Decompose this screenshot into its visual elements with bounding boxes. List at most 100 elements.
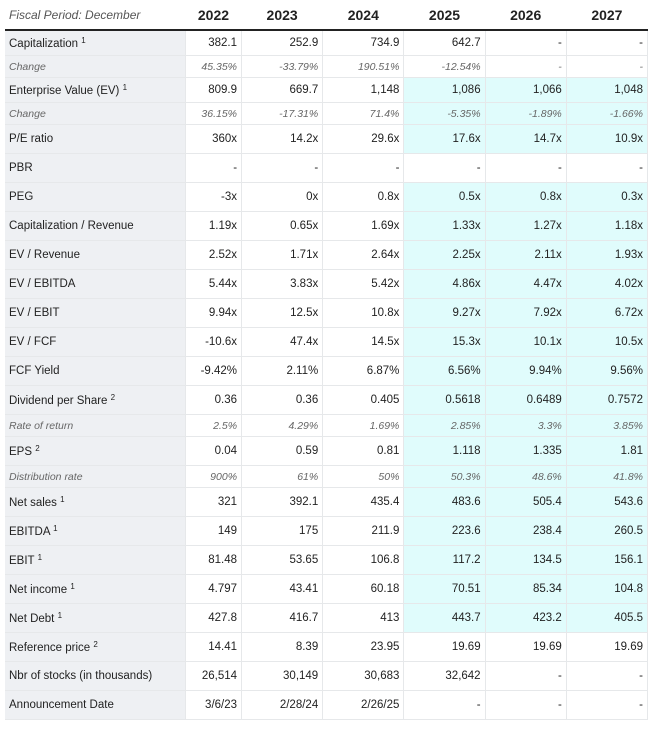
cell-2027: 1.18x [566,211,649,241]
cell-2024: 60.18 [322,574,405,604]
cell-2025: 15.3x [403,327,486,357]
cell-2022: -9.42% [185,356,243,386]
cell-2023: 47.4x [241,327,324,357]
cell-2022: 26,514 [185,661,243,691]
row-label-text: EV / EBITDA [9,278,76,290]
cell-2023: 669.7 [241,77,324,103]
cell-2022: 900% [185,465,243,488]
table-row: Capitalization 1 382.1 252.9 734.9 642.7- - [5,30,649,56]
cell-2025: 19.69 [403,632,486,662]
row-label-text: Net Debt [9,613,55,625]
cell-2023: 175 [241,516,324,546]
cell-2027: 0.3x [566,182,649,212]
row-label: EV / EBIT [5,298,186,328]
cell-2027: 41.8% [566,465,649,488]
row-label: Capitalization / Revenue [5,211,186,241]
cell-2025: 70.51 [403,574,486,604]
cell-2026: 1.335 [485,436,567,466]
cell-2025: - [403,690,486,720]
cell-2022: 427.8 [185,603,243,633]
cell-2023: 0.36 [241,385,324,415]
cell-2022: 2.5% [185,414,243,437]
cell-2026: 14.7x [485,124,567,154]
cell-2022: 81.48 [185,545,243,575]
row-label: Rate of return [5,414,186,437]
table-row: EBITDA 1 149 175 211.9 223.6 238.4 260.5 [5,516,649,546]
row-label-text: Change [9,107,46,120]
row-label: PBR [5,153,186,183]
cell-2023: -33.79% [241,55,324,78]
footnote-marker: 1 [70,582,75,591]
cell-2024: 413 [322,603,405,633]
row-label-text: EBITDA [9,526,50,538]
row-label-text: EPS [9,446,33,458]
cell-2024: 0.8x [322,182,405,212]
cell-2024: 435.4 [322,487,405,517]
cell-2026: 423.2 [485,603,567,633]
cell-2024: 30,683 [322,661,405,691]
table-row: Dividend per Share 2 0.36 0.36 0.405 0.5618 0… [5,385,649,415]
cell-2024: - [322,153,405,183]
table-row: FCF Yield -9.42% 2.11% 6.87% 6.56% 9.94% 9.56% [5,356,649,386]
cell-2025: 32,642 [403,661,486,691]
cell-2024: 1.69% [322,414,405,437]
cell-2022: 3/6/23 [185,690,243,720]
row-label-text: EV / Revenue [9,249,80,261]
row-label: EPS 2 [5,436,186,466]
cell-2025: 1,086 [403,77,486,103]
cell-2026: 0.6489 [485,385,567,415]
table-row: Net Debt 1 427.8 416.7 413 443.7 423.2 405.5 [5,603,649,633]
cell-2022: 45.35% [185,55,243,78]
cell-2025: 17.6x [403,124,486,154]
row-label-text: Announcement Date [9,699,114,711]
cell-2027: - [566,30,649,56]
footnote-marker: 2 [93,640,98,649]
row-label: EBITDA 1 [5,516,186,546]
cell-2026: - [485,55,567,78]
row-label: Enterprise Value (EV) 1 [5,77,186,103]
cell-2022: 321 [185,487,243,517]
cell-2027: 10.5x [566,327,649,357]
cell-2024: 734.9 [322,30,405,56]
cell-2023: 392.1 [241,487,324,517]
cell-2022: 382.1 [185,30,243,56]
cell-2025: 223.6 [403,516,486,546]
cell-2024: 211.9 [322,516,405,546]
cell-2022: -10.6x [185,327,243,357]
row-label: Change [5,55,186,78]
cell-2023: 2.11% [241,356,324,386]
cell-2027: 4.02x [566,269,649,299]
cell-2023: 2/28/24 [241,690,324,720]
cell-2027: 260.5 [566,516,649,546]
cell-2024: 2.64x [322,240,405,270]
table-row: PBR - - - - - - [5,153,649,183]
year-header: 2022 [185,0,242,31]
cell-2027: 1.93x [566,240,649,270]
cell-2024: 14.5x [322,327,405,357]
cell-2024: 10.8x [322,298,405,328]
table-row: Nbr of stocks (in thousands) 26,514 30,149… [5,661,649,691]
row-label: Capitalization 1 [5,30,186,56]
cell-2023: 416.7 [241,603,324,633]
cell-2026: - [485,153,567,183]
year-header: 2026 [485,0,567,31]
cell-2025: 0.5618 [403,385,486,415]
cell-2023: 61% [241,465,324,488]
table-row: Enterprise Value (EV) 1 809.9 669.7 1,148 1,… [5,77,649,103]
cell-2022: 809.9 [185,77,243,103]
cell-2027: 3.85% [566,414,649,437]
row-label: EV / EBITDA [5,269,186,299]
row-label-text: Net income [9,584,68,596]
cell-2024: 0.405 [322,385,405,415]
row-label-text: Capitalization / Revenue [9,220,134,232]
header-row: Fiscal Period: December 2022 2023 2024 2… [5,0,648,31]
change-row: Rate of return 2.5% 4.29% 1.69% 2.85% 3.3% 3.8… [5,414,649,437]
footnote-marker: 1 [122,83,128,92]
cell-2026: 505.4 [485,487,567,517]
cell-2023: 0.59 [241,436,324,466]
cell-2026: 19.69 [485,632,567,662]
year-header: 2023 [241,0,323,31]
cell-2025: 0.5x [403,182,486,212]
fiscal-period-label: Fiscal Period: December [5,0,186,31]
row-label: Net income 1 [5,574,186,604]
